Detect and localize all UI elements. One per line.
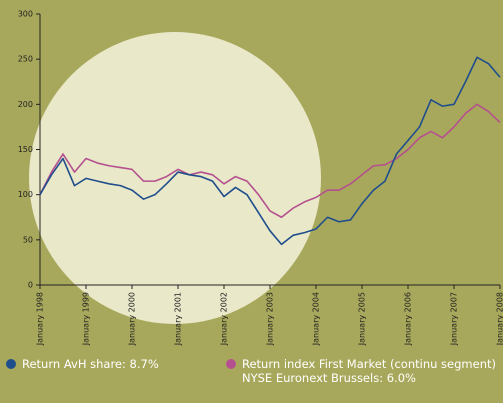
x-tick-label: January 2003: [266, 292, 275, 346]
y-tick-label: 150: [18, 145, 33, 154]
x-tick-label: January 1999: [82, 292, 91, 346]
y-tick-label: 100: [18, 190, 33, 199]
x-tick-label: January 2005: [358, 292, 367, 346]
x-tick-label: January 2004: [312, 292, 321, 346]
legend-label: Return AvH share: 8.7%: [22, 357, 159, 371]
x-tick-label: January 2008: [496, 292, 503, 346]
x-tick-label: January 2006: [404, 292, 413, 346]
legend-swatch: [226, 359, 236, 369]
x-tick-label: January 2007: [450, 292, 459, 346]
x-tick-label: January 2002: [220, 292, 229, 346]
backdrop-circle: [29, 32, 321, 324]
y-tick-label: 250: [18, 55, 33, 64]
series-line: [39, 56, 501, 246]
legend-item: Return AvH share: 8.7%: [6, 357, 159, 371]
series-line: [39, 103, 501, 219]
y-tick-label: 50: [23, 235, 33, 244]
y-tick-label: 300: [18, 10, 33, 19]
y-tick-label: 0: [28, 281, 33, 290]
legend-item: Return index First Market (continu segme…: [226, 357, 503, 385]
legend-swatch: [6, 359, 16, 369]
y-tick-label: 200: [18, 100, 33, 109]
x-tick-label: January 2000: [128, 292, 137, 346]
x-tick-label: January 2001: [174, 292, 183, 346]
x-tick-label: January 1998: [36, 292, 45, 346]
legend-label: Return index First Market (continu segme…: [242, 357, 496, 385]
